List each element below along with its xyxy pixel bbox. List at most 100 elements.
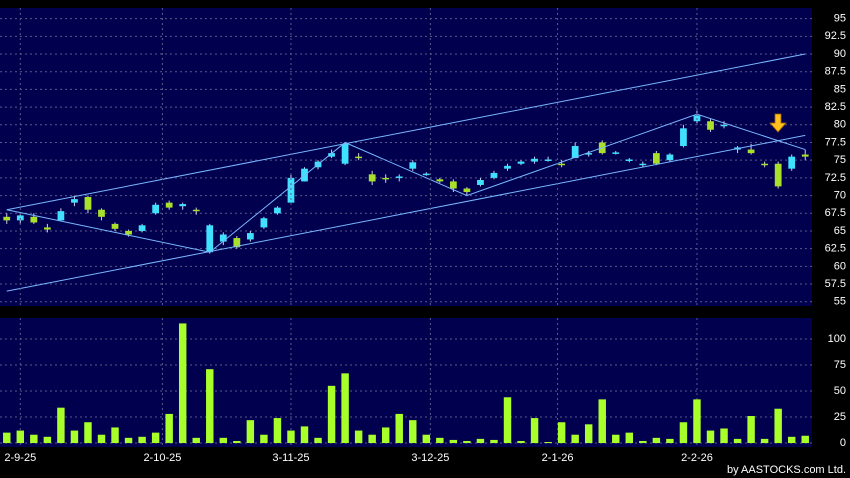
volume-bar	[584, 424, 593, 444]
volume-bar	[3, 432, 11, 444]
y-tick-label: 75	[834, 154, 846, 166]
x-tick-label: 3-11-25	[272, 452, 309, 464]
candle-body	[246, 233, 254, 240]
volume-bar	[557, 422, 566, 444]
volume-bar	[598, 399, 606, 444]
volume-bar	[57, 407, 65, 444]
volume-bar	[517, 440, 525, 444]
volume-bar	[463, 440, 471, 444]
volume-bar	[774, 408, 782, 444]
volume-panel	[0, 318, 812, 447]
volume-bar	[16, 430, 25, 444]
volume-bar	[422, 434, 431, 444]
trend-line	[6, 134, 806, 292]
y-tick-label: 50	[834, 385, 846, 397]
candle-body	[449, 181, 457, 189]
candle-body	[84, 196, 92, 210]
y-tick-label: 82.5	[825, 101, 846, 113]
volume-bar	[706, 430, 715, 444]
volume-bar	[395, 413, 403, 444]
y-tick-label: 60	[834, 260, 846, 272]
volume-bar	[449, 439, 458, 444]
volume-bar	[436, 437, 444, 444]
volume-bar	[192, 437, 200, 444]
candle-body	[585, 153, 593, 155]
candle-body	[260, 218, 268, 228]
candle-body	[111, 223, 119, 229]
y-tick-label: 57.5	[825, 278, 846, 290]
candle-body	[517, 161, 525, 164]
volume-bar	[151, 432, 160, 444]
volume-bar	[381, 427, 390, 444]
volume-bar	[693, 399, 701, 444]
candle-body	[395, 176, 403, 178]
x-tick-label: 2-9-25	[4, 452, 36, 464]
candle-body	[504, 165, 511, 169]
volume-bar	[178, 323, 187, 444]
volume-bar	[327, 385, 336, 444]
candle-body	[558, 163, 566, 166]
y-tick-label: 90	[834, 48, 846, 60]
candle-body	[382, 177, 390, 180]
candle-body	[165, 202, 173, 208]
volume-bar	[733, 438, 742, 444]
volume-bar	[30, 434, 38, 444]
x-tick-label: 2-2-26	[681, 452, 713, 464]
volume-bar	[43, 436, 52, 444]
volume-bar	[300, 426, 309, 444]
candle-body	[43, 227, 51, 230]
y-tick-label: 77.5	[825, 136, 846, 148]
candle-body	[152, 204, 160, 214]
volume-bar	[760, 438, 769, 444]
candle-body	[192, 209, 200, 212]
volume-bar	[233, 440, 241, 444]
y-tick-label: 72.5	[825, 172, 846, 184]
y-tick-label: 62.5	[825, 243, 846, 255]
candle-body	[16, 215, 24, 221]
y-tick-label: 70	[834, 189, 846, 201]
candle-body	[138, 225, 146, 231]
candle-body	[707, 121, 714, 130]
volume-bar	[801, 435, 809, 444]
y-tick-label: 55	[834, 296, 846, 308]
candle-body	[328, 153, 335, 157]
candle-body	[233, 238, 241, 248]
candle-body	[287, 177, 295, 203]
y-tick-label: 75	[834, 359, 846, 371]
candle-body	[219, 234, 227, 242]
candle-body	[639, 163, 647, 166]
candle-body	[274, 207, 281, 214]
volume-bar	[787, 436, 796, 444]
candle-body	[801, 154, 809, 157]
volume-bar	[368, 434, 376, 444]
arrow-marker	[769, 113, 787, 133]
candle-body	[612, 152, 620, 154]
candle-body	[179, 204, 187, 207]
candle-body	[747, 149, 755, 154]
candle-body	[788, 156, 796, 169]
volume-bar	[287, 430, 295, 444]
candle-body	[680, 128, 687, 147]
candle-body	[436, 179, 444, 182]
volume-bar	[111, 427, 119, 444]
candle-body	[531, 158, 538, 162]
y-tick-label: 100	[828, 333, 846, 345]
volume-bar	[720, 428, 728, 444]
candle-body	[720, 124, 728, 127]
volume-bar	[206, 369, 214, 444]
volume-bar	[354, 430, 363, 444]
volume-bar	[138, 436, 146, 444]
candle-body	[477, 180, 484, 185]
candle-body	[98, 209, 105, 217]
volume-bar	[530, 418, 539, 444]
volume-bar	[341, 373, 349, 444]
y-tick-label: 95	[834, 13, 846, 25]
copyright: by AASTOCKS.com Ltd.	[727, 464, 846, 476]
price-panel	[0, 8, 812, 306]
volume-bar	[571, 434, 579, 444]
candle-body	[571, 146, 579, 159]
candle-body	[625, 159, 633, 161]
volume-bar	[273, 418, 282, 444]
volume-bar	[625, 432, 634, 444]
